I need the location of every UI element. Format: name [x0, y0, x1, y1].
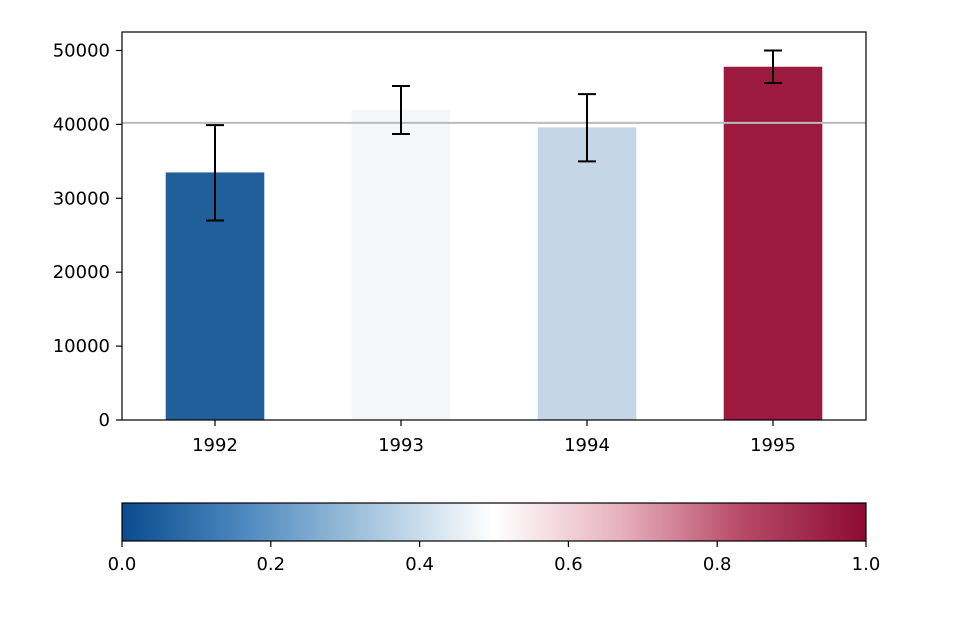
y-tick-label: 50000 [53, 40, 110, 61]
colorbar: 0.0 0.2 0.4 0.6 0.8 1.0 [108, 502, 881, 575]
y-tick-label: 40000 [53, 114, 110, 135]
plot-area: 0 10000 20000 30000 40000 50000 1992 1993 1994 19… [53, 31, 867, 456]
bar-1995 [723, 66, 823, 421]
error-bar-1992 [206, 124, 224, 222]
plot-frame [121, 31, 867, 421]
colorbar-tick-label: 0.2 [256, 554, 285, 575]
y-tick-label: 20000 [53, 262, 110, 283]
x-tick-label: 1992 [192, 435, 238, 456]
y-tick-label: 10000 [53, 336, 110, 357]
bar-1993 [351, 109, 451, 420]
x-tick-label: 1995 [750, 435, 796, 456]
colorbar-tick-label: 0.4 [405, 554, 434, 575]
error-bar-1995 [764, 49, 782, 84]
y-tick-label: 30000 [53, 188, 110, 209]
colorbar-tick-label: 1.0 [852, 554, 881, 575]
colorbar-gradient [121, 502, 867, 542]
bar-1994 [537, 127, 637, 420]
colorbar-tick-label: 0.8 [703, 554, 732, 575]
colorbar-tick-label: 0.0 [108, 554, 137, 575]
error-bar-1994 [578, 93, 596, 163]
error-bar-1993 [392, 84, 410, 135]
x-tick-label: 1994 [564, 435, 610, 456]
y-tick-label: 0 [99, 410, 110, 431]
colorbar-tick-label: 0.6 [554, 554, 583, 575]
x-tick-label: 1993 [378, 435, 424, 456]
